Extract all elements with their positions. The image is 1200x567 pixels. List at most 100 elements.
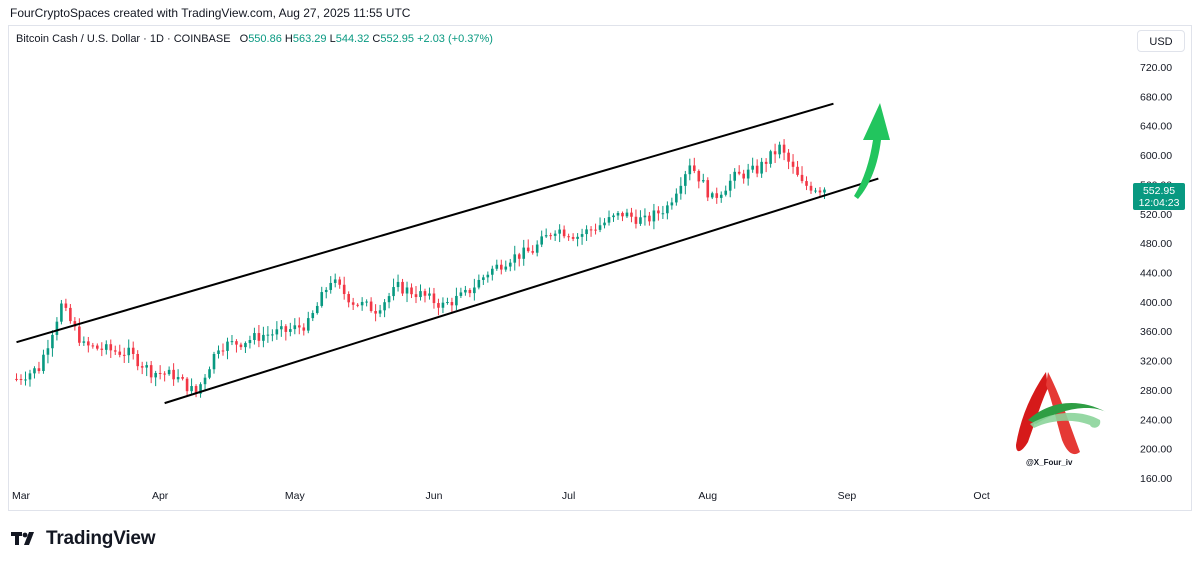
candle-body <box>208 369 211 378</box>
candle-body <box>338 279 341 285</box>
candle-body <box>544 235 548 237</box>
candle-body <box>360 301 364 306</box>
x-tick-label: Sep <box>838 490 857 502</box>
candle-body <box>688 165 692 175</box>
candle-body <box>607 217 611 223</box>
candle-body <box>176 377 180 380</box>
candle-body <box>428 293 431 296</box>
candle-body <box>473 287 476 294</box>
channel-upper-line <box>16 102 834 344</box>
candle-body <box>441 302 445 308</box>
candle-body <box>419 291 422 298</box>
candle-body <box>113 350 117 352</box>
candle-body <box>787 152 790 162</box>
candle-body <box>482 277 485 280</box>
candle-body <box>643 215 647 218</box>
candle-body <box>185 378 189 392</box>
tradingview-brand[interactable]: TradingView <box>10 528 156 550</box>
x-tick-label: Jul <box>562 490 575 502</box>
candle-body <box>235 341 238 345</box>
candle-body <box>791 161 795 167</box>
symbol-legend[interactable]: Bitcoin Cash / U.S. Dollar · 1D · COINBA… <box>16 33 493 45</box>
channel-lower-line <box>164 177 879 405</box>
candle-body <box>87 341 90 346</box>
candle-body <box>823 189 826 193</box>
candle-body <box>782 144 786 153</box>
candle-body <box>302 327 306 331</box>
up-arrow-icon <box>854 103 890 199</box>
price-tag: 552.95 12:04:23 <box>1133 183 1185 210</box>
candle-body <box>675 193 678 203</box>
open-value: 550.86 <box>248 33 282 45</box>
symbol-name[interactable]: Bitcoin Cash / U.S. Dollar · 1D · COINBA… <box>16 33 231 45</box>
candle-body <box>769 151 772 164</box>
watermark-logo: @X_Four_iv <box>1016 372 1106 467</box>
currency-button[interactable]: USD <box>1137 30 1185 52</box>
chart-caption: FourCryptoSpaces created with TradingVie… <box>10 6 411 20</box>
candle-body <box>78 326 81 343</box>
candle-body <box>701 180 705 182</box>
candle-body <box>423 291 427 296</box>
price-tag-countdown: 12:04:23 <box>1139 197 1180 209</box>
candle-body <box>342 284 346 295</box>
candle-body <box>706 180 710 198</box>
candle-body <box>64 303 68 308</box>
candle-body <box>670 202 674 206</box>
candle-body <box>257 333 261 341</box>
candle-body <box>535 244 539 253</box>
low-label: L <box>329 33 336 45</box>
candle-body <box>464 289 467 293</box>
candle-body <box>710 193 714 198</box>
candle-body <box>199 384 202 394</box>
tradingview-wordmark: TradingView <box>46 528 156 549</box>
x-tick-label: Jun <box>425 490 442 502</box>
y-tick-label: 600.00 <box>1140 150 1172 162</box>
candle-body <box>351 302 355 305</box>
y-axis[interactable]: 720.00680.00640.00600.00560.00520.00480.… <box>1140 62 1172 485</box>
candle-body <box>405 287 409 294</box>
candle-body <box>91 345 95 347</box>
candle-body <box>634 216 638 224</box>
candlestick-series <box>15 139 826 398</box>
candle-body <box>217 350 220 354</box>
candle-body <box>154 373 157 378</box>
trend-channel[interactable] <box>16 102 879 405</box>
candle-body <box>73 321 77 327</box>
candle-body <box>131 347 135 354</box>
tradingview-logo-icon <box>11 532 34 545</box>
candle-body <box>280 326 283 330</box>
candle-body <box>266 334 270 336</box>
candle-body <box>333 279 337 283</box>
candle-body <box>746 169 750 179</box>
candle-body <box>324 289 328 293</box>
candle-body <box>158 373 162 375</box>
candle-body <box>275 329 279 335</box>
candle-body <box>508 262 512 267</box>
candle-body <box>522 247 526 259</box>
candle-body <box>697 170 701 182</box>
candle-body <box>477 279 481 288</box>
x-axis[interactable]: Mar Apr May Jun Jul Aug Sep Oct <box>12 490 990 502</box>
candle-body <box>140 366 144 368</box>
candle-body <box>253 333 256 340</box>
candle-body <box>293 325 297 330</box>
candle-body <box>450 302 454 306</box>
candle-body <box>491 268 494 275</box>
candle-body <box>46 348 50 355</box>
candle-body <box>401 281 404 294</box>
candle-body <box>100 348 104 350</box>
high-value: 563.29 <box>292 33 327 45</box>
candle-body <box>576 236 579 239</box>
candle-body <box>239 344 243 348</box>
candle-body <box>51 334 54 349</box>
candle-body <box>329 282 333 290</box>
candle-body <box>410 287 413 295</box>
candle-body <box>33 368 36 374</box>
candle-body <box>814 190 817 192</box>
y-tick-label: 720.00 <box>1140 62 1172 74</box>
candle-body <box>742 173 745 179</box>
candle-body <box>60 303 63 322</box>
candle-body <box>181 377 184 379</box>
candle-body <box>262 334 265 341</box>
